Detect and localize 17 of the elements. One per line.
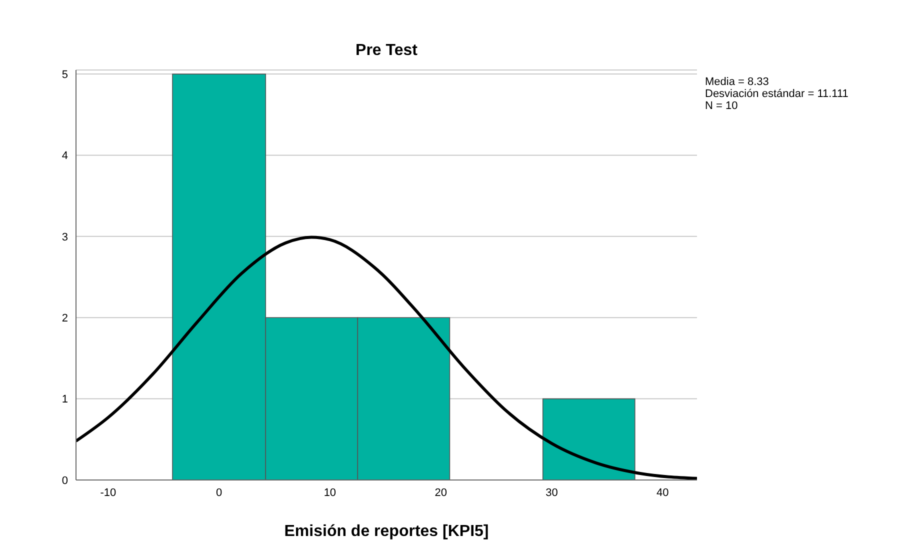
x-tick-label: 10: [324, 486, 336, 499]
x-tick-label: 0: [216, 486, 222, 499]
y-tick-label: 0: [62, 474, 68, 487]
text: Media = 8.33: [705, 76, 770, 88]
x-tick-label: 40: [656, 486, 669, 499]
chart-title: Pre Test: [356, 42, 418, 59]
y-tick-label: 2: [62, 312, 68, 325]
x-axis-title: Emisión de reportes [KPI5]: [284, 523, 489, 540]
y-tick-label: 1: [62, 394, 68, 406]
text: Desviación estándar = 11.111: [705, 88, 848, 100]
y-tick-label: 3: [62, 231, 68, 244]
y-tick-label: 5: [62, 68, 68, 81]
x-tick-label: -10: [100, 486, 116, 499]
x-tick-label: 20: [434, 486, 447, 499]
text: N = 10: [705, 100, 739, 112]
x-tick-label: 30: [546, 486, 558, 499]
y-tick-label: 4: [62, 150, 68, 162]
